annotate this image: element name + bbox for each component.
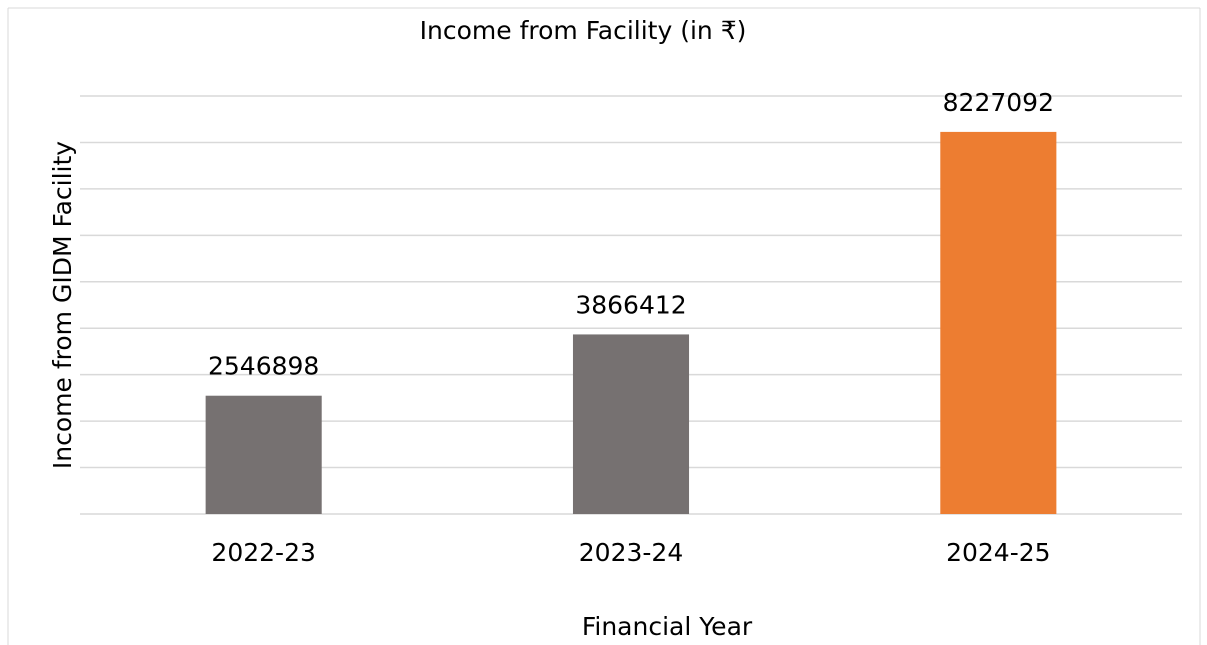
y-axis-title: Income from GIDM Facility — [48, 141, 77, 469]
x-axis-title: Financial Year — [582, 612, 753, 641]
x-tick-label: 2023-24 — [579, 538, 683, 567]
data-label: 3866412 — [575, 290, 686, 319]
bar — [572, 334, 690, 514]
x-tick-label: 2022-23 — [211, 538, 315, 567]
x-tick-label: 2024-25 — [946, 538, 1050, 567]
data-label: 8227092 — [943, 88, 1054, 117]
chart-title: Income from Facility (in ₹) — [420, 16, 747, 45]
data-label: 2546898 — [208, 352, 319, 381]
bar — [940, 131, 1057, 514]
bar — [205, 395, 322, 514]
